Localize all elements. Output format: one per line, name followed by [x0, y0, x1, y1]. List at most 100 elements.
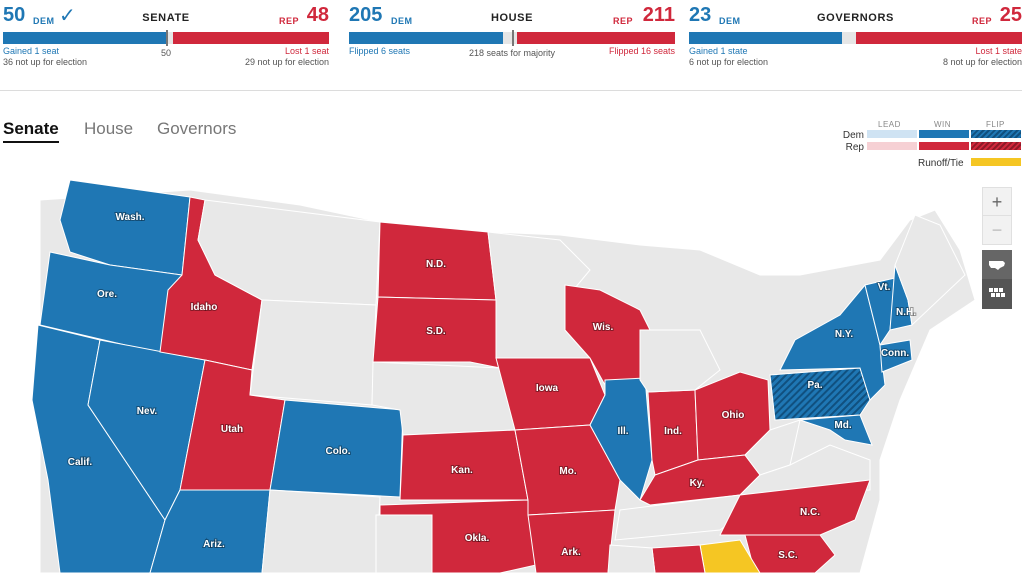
legend-runoff-label: Runoff/Tie [918, 158, 964, 169]
state-label-nc: N.C. [800, 507, 820, 518]
state-label-nh: N.H. [896, 307, 916, 318]
state-label-ia: Iowa [536, 383, 559, 394]
legend-row-dem: Dem [842, 130, 864, 141]
state-ms [607, 544, 656, 573]
senate-dem-not-up: 36 not up for election [3, 57, 88, 67]
senate-dem-tag: DEM [33, 16, 55, 26]
legend-dem-flip-swatch [971, 130, 1021, 138]
legend-rep-lead-swatch [867, 142, 917, 150]
state-label-in: Ind. [664, 426, 682, 437]
state-pa[interactable] [769, 367, 871, 421]
state-label-az: Ariz. [203, 539, 225, 550]
zoom-out-button[interactable]: − [982, 215, 1012, 245]
senate-results-map: Wash. Ore. Calif. Nev. Idaho Utah Colo. … [31, 179, 976, 573]
senate-dem-fill [3, 32, 166, 44]
senate-rep-not-up: 29 not up for election [244, 57, 329, 67]
senate-balance-bar [3, 30, 329, 46]
state-label-il: Ill. [617, 426, 628, 437]
governors-scoreboard[interactable]: 23 DEM GOVERNORS REP 25 Gained 1 state 6… [689, 4, 1022, 72]
state-label-wi: Wis. [593, 322, 614, 333]
governors-dem-change: Gained 1 state [689, 46, 748, 56]
state-ct[interactable] [879, 339, 913, 373]
tab-senate[interactable]: Senate [3, 119, 59, 143]
state-label-nv: Nev. [137, 406, 158, 417]
state-label-vt: Vt. [878, 282, 891, 293]
state-label-ar: Ark. [561, 547, 581, 558]
governors-dem-count: 23 [689, 4, 712, 26]
state-md[interactable] [799, 414, 873, 446]
state-az[interactable] [149, 489, 271, 573]
legend-header-flip: FLIP [986, 120, 1005, 129]
state-al[interactable] [651, 544, 706, 573]
state-ia[interactable] [495, 357, 606, 431]
house-balance-bar [349, 30, 675, 46]
state-ar[interactable] [527, 509, 616, 573]
state-label-or: Ore. [97, 289, 117, 300]
governors-dem-fill [689, 32, 843, 44]
legend-dem-lead-swatch [867, 130, 917, 138]
state-label-sc: S.C. [778, 550, 798, 561]
tab-house[interactable]: House [84, 119, 134, 138]
governors-rep-not-up: 8 not up for election [942, 57, 1022, 67]
state-label-oh: Ohio [722, 410, 745, 421]
legend-dem-win-swatch [919, 130, 969, 138]
zoom-in-button[interactable]: + [982, 187, 1012, 217]
house-dem-fill [349, 32, 503, 44]
house-majority-label: 218 seats for majority [468, 48, 556, 58]
cartogram-view-button[interactable] [982, 279, 1012, 309]
state-tx [375, 514, 433, 573]
governors-rep-fill [855, 32, 1022, 44]
state-label-ky: Ky. [690, 478, 705, 489]
state-label-nd: N.D. [426, 259, 446, 270]
state-nm [261, 489, 381, 573]
house-dem-count: 205 [349, 4, 383, 26]
state-label-ks: Kan. [451, 465, 473, 476]
house-rep-count: 211 [642, 4, 675, 26]
senate-dem-count: 50 [3, 4, 26, 26]
us-map-icon [989, 261, 1005, 270]
house-rep-change: Flipped 16 seats [608, 46, 675, 56]
state-sd[interactable] [372, 296, 501, 369]
state-label-co: Colo. [326, 446, 351, 457]
governors-rep-change: Lost 1 state [975, 46, 1022, 56]
state-label-ny: N.Y. [835, 329, 854, 340]
cartogram-icon [989, 288, 1005, 297]
legend-rep-win-swatch [919, 142, 969, 150]
tab-governors[interactable]: Governors [157, 119, 237, 138]
majority-marker [512, 30, 514, 46]
house-rep-fill [516, 32, 675, 44]
legend-runoff-swatch [971, 158, 1021, 166]
us-map-view-button[interactable] [982, 250, 1012, 280]
senate-rep-change: Lost 1 seat [284, 46, 329, 56]
state-label-ca: Calif. [68, 457, 93, 468]
legend-header-win: WIN [934, 120, 952, 129]
state-il[interactable] [589, 377, 653, 501]
governors-dem-tag: DEM [719, 16, 741, 26]
house-dem-change: Flipped 6 seats [349, 46, 411, 56]
house-dem-tag: DEM [391, 16, 413, 26]
state-label-id: Idaho [191, 302, 218, 313]
governors-balance-bar [689, 32, 1022, 44]
state-me [894, 214, 966, 327]
senate-title: SENATE [142, 12, 190, 24]
check-icon: ✓ [59, 5, 76, 27]
state-nc[interactable] [719, 479, 871, 536]
state-wy [249, 299, 377, 406]
house-title: HOUSE [490, 12, 534, 24]
house-rep-tag: REP [612, 16, 633, 26]
senate-rep-tag: REP [278, 16, 299, 26]
senate-dem-change: Gained 1 seat [3, 46, 60, 56]
state-label-sd: S.D. [426, 326, 446, 337]
governors-dem-not-up: 6 not up for election [689, 57, 769, 67]
house-scoreboard[interactable]: 205 DEM HOUSE REP 211 Flipped 6 seats 21… [349, 4, 675, 72]
state-label-md: Md. [834, 420, 851, 431]
state-label-ok: Okla. [465, 533, 490, 544]
governors-rep-count: 25 [999, 4, 1022, 26]
legend-header-lead: LEAD [878, 120, 901, 129]
state-label-wa: Wash. [115, 212, 144, 223]
senate-scoreboard[interactable]: 50 DEM ✓ SENATE REP 48 Gained 1 seat 36 … [3, 4, 329, 72]
governors-rep-tag: REP [971, 16, 992, 26]
header-divider [0, 90, 1022, 91]
state-label-ut: Utah [221, 424, 243, 435]
state-mi [639, 329, 721, 393]
